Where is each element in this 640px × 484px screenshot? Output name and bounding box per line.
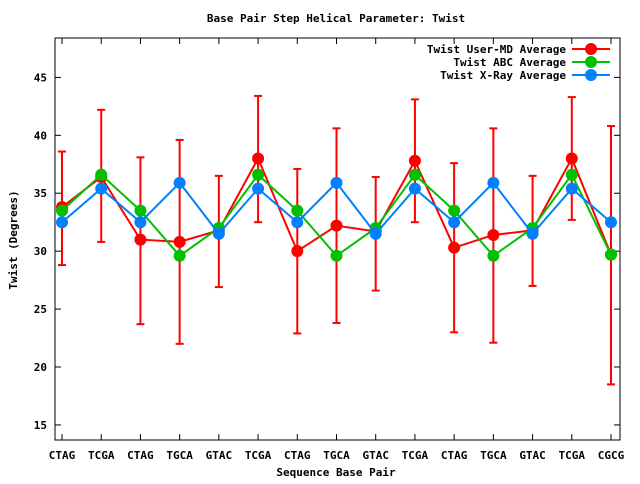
- x-tick-label: GTAC: [362, 449, 389, 462]
- data-point: [448, 204, 461, 217]
- data-point: [330, 249, 343, 262]
- x-tick-label: CGCG: [598, 449, 625, 462]
- data-point: [291, 204, 304, 217]
- data-point: [173, 235, 186, 248]
- data-point: [408, 154, 421, 167]
- y-tick-label: 30: [34, 245, 47, 258]
- data-point: [212, 227, 225, 240]
- legend-marker: [585, 69, 597, 81]
- legend-marker: [585, 56, 597, 68]
- x-tick-label: TGCA: [166, 449, 193, 462]
- data-point: [252, 168, 265, 181]
- data-point: [369, 227, 382, 240]
- series-0: [56, 94, 617, 386]
- legend-marker: [585, 43, 597, 55]
- data-point: [173, 176, 186, 189]
- data-point: [291, 245, 304, 258]
- data-point: [134, 216, 147, 229]
- data-point: [252, 182, 265, 195]
- y-tick-label: 45: [34, 71, 47, 84]
- data-point: [95, 168, 108, 181]
- data-point: [408, 168, 421, 181]
- x-tick-label: CTAG: [49, 449, 76, 462]
- data-point: [291, 216, 304, 229]
- data-point: [330, 219, 343, 232]
- plot-border: [54, 37, 621, 441]
- x-tick-label: TCGA: [88, 449, 115, 462]
- y-axis-label: Twist (Degrees): [7, 190, 20, 289]
- data-point: [330, 176, 343, 189]
- data-point: [408, 182, 421, 195]
- data-point: [487, 249, 500, 262]
- x-tick-label: CTAG: [284, 449, 311, 462]
- y-tick-label: 35: [34, 187, 47, 200]
- x-tick-label: TGCA: [480, 449, 507, 462]
- data-point: [134, 233, 147, 246]
- x-axis-label: Sequence Base Pair: [276, 466, 396, 479]
- y-tick-label: 20: [34, 361, 47, 374]
- data-point: [448, 241, 461, 254]
- y-tick-label: 25: [34, 303, 47, 316]
- series-2: [56, 176, 617, 240]
- data-point: [173, 249, 186, 262]
- data-point: [605, 216, 617, 229]
- data-point: [448, 216, 461, 229]
- x-tick-label: GTAC: [206, 449, 233, 462]
- data-point: [565, 182, 578, 195]
- x-tick-label: TCGA: [402, 449, 429, 462]
- legend-label: Twist User-MD Average: [427, 43, 566, 56]
- x-tick-label: CTAG: [441, 449, 468, 462]
- x-tick-label: TCGA: [559, 449, 586, 462]
- legend-label: Twist X-Ray Average: [440, 69, 566, 82]
- data-point: [134, 204, 147, 217]
- data-point: [56, 216, 68, 229]
- x-tick-label: TCGA: [245, 449, 272, 462]
- data-point: [487, 176, 500, 189]
- chart-title: Base Pair Step Helical Parameter: Twist: [207, 12, 465, 25]
- y-tick-label: 40: [34, 129, 47, 142]
- data-point: [605, 248, 617, 261]
- x-tick-label: CTAG: [127, 449, 154, 462]
- data-point: [252, 152, 265, 165]
- data-point: [565, 168, 578, 181]
- x-tick-label: TGCA: [323, 449, 350, 462]
- data-point: [487, 228, 500, 241]
- data-point: [526, 227, 539, 240]
- y-tick-label: 15: [34, 419, 47, 432]
- data-point: [56, 204, 68, 217]
- legend-label: Twist ABC Average: [453, 56, 566, 69]
- data-point: [95, 182, 108, 195]
- x-tick-label: GTAC: [519, 449, 546, 462]
- data-point: [565, 152, 578, 165]
